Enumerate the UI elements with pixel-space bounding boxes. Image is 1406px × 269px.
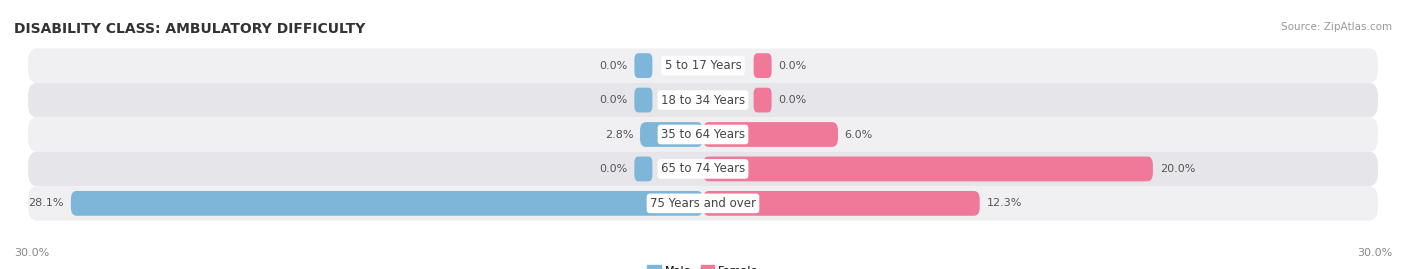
Text: 75 Years and over: 75 Years and over <box>650 197 756 210</box>
Text: 0.0%: 0.0% <box>599 164 627 174</box>
FancyBboxPatch shape <box>634 157 652 181</box>
Text: DISABILITY CLASS: AMBULATORY DIFFICULTY: DISABILITY CLASS: AMBULATORY DIFFICULTY <box>14 22 366 36</box>
FancyBboxPatch shape <box>28 48 1378 83</box>
Text: 28.1%: 28.1% <box>28 198 65 208</box>
Text: 65 to 74 Years: 65 to 74 Years <box>661 162 745 175</box>
FancyBboxPatch shape <box>754 53 772 78</box>
Text: 5 to 17 Years: 5 to 17 Years <box>665 59 741 72</box>
Text: 20.0%: 20.0% <box>1160 164 1195 174</box>
Text: 0.0%: 0.0% <box>599 61 627 71</box>
FancyBboxPatch shape <box>640 122 703 147</box>
FancyBboxPatch shape <box>703 157 1153 181</box>
Text: Source: ZipAtlas.com: Source: ZipAtlas.com <box>1281 22 1392 31</box>
FancyBboxPatch shape <box>634 88 652 112</box>
Text: 0.0%: 0.0% <box>779 61 807 71</box>
Text: 35 to 64 Years: 35 to 64 Years <box>661 128 745 141</box>
FancyBboxPatch shape <box>28 83 1378 117</box>
FancyBboxPatch shape <box>703 191 980 216</box>
FancyBboxPatch shape <box>28 186 1378 221</box>
Text: 0.0%: 0.0% <box>779 95 807 105</box>
Text: 30.0%: 30.0% <box>14 248 49 258</box>
Text: 6.0%: 6.0% <box>845 129 873 140</box>
FancyBboxPatch shape <box>28 117 1378 152</box>
FancyBboxPatch shape <box>703 122 838 147</box>
Text: 30.0%: 30.0% <box>1357 248 1392 258</box>
Legend: Male, Female: Male, Female <box>643 261 763 269</box>
Text: 12.3%: 12.3% <box>987 198 1022 208</box>
FancyBboxPatch shape <box>70 191 703 216</box>
Text: 18 to 34 Years: 18 to 34 Years <box>661 94 745 107</box>
Text: 2.8%: 2.8% <box>605 129 633 140</box>
FancyBboxPatch shape <box>634 53 652 78</box>
FancyBboxPatch shape <box>754 88 772 112</box>
Text: 0.0%: 0.0% <box>599 95 627 105</box>
FancyBboxPatch shape <box>28 152 1378 186</box>
